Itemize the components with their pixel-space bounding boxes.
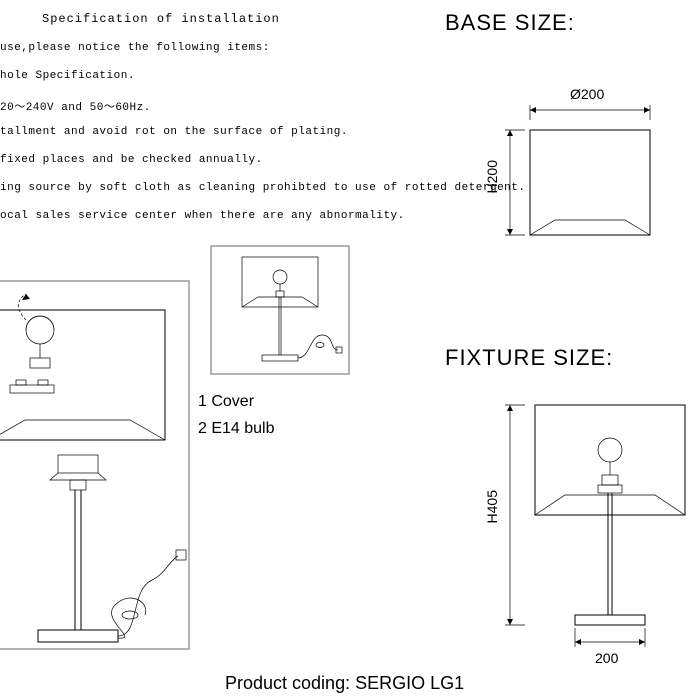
product-coding: Product coding: SERGIO LG1 <box>225 673 464 694</box>
spec-line-5: fixed places and be checked annually. <box>0 154 263 166</box>
spec-line-3: 20～240V and 50～60Hz. <box>0 98 151 114</box>
spec-line-2: hole Specification. <box>0 70 135 82</box>
spec-line-6: ing source by soft cloth as cleaning pro… <box>0 182 525 194</box>
part-2: 2 E14 bulb <box>198 415 275 442</box>
parts-list: 1 Cover 2 E14 bulb <box>198 388 275 442</box>
spec-line-4: tallment and avoid rot on the surface of… <box>0 126 348 138</box>
base-size-diagram <box>480 80 680 280</box>
fixture-size-diagram <box>480 380 700 660</box>
center-lamp-diagram <box>210 245 350 375</box>
dim-fixture-base-width: 200 <box>595 650 618 666</box>
dim-base-diameter: Ø200 <box>570 86 604 102</box>
left-lamp-diagram <box>0 280 190 650</box>
dim-fixture-height: H405 <box>484 490 500 523</box>
spec-line-7: ocal sales service center when there are… <box>0 210 405 222</box>
heading-base-size: BASE SIZE: <box>445 10 575 36</box>
heading-fixture-size: FIXTURE SIZE: <box>445 345 613 371</box>
page: Specification of installation use,please… <box>0 0 700 700</box>
part-1: 1 Cover <box>198 388 275 415</box>
spec-title: Specification of installation <box>42 12 280 26</box>
dim-base-height: H200 <box>484 160 500 193</box>
spec-line-1: use,please notice the following items: <box>0 42 270 54</box>
